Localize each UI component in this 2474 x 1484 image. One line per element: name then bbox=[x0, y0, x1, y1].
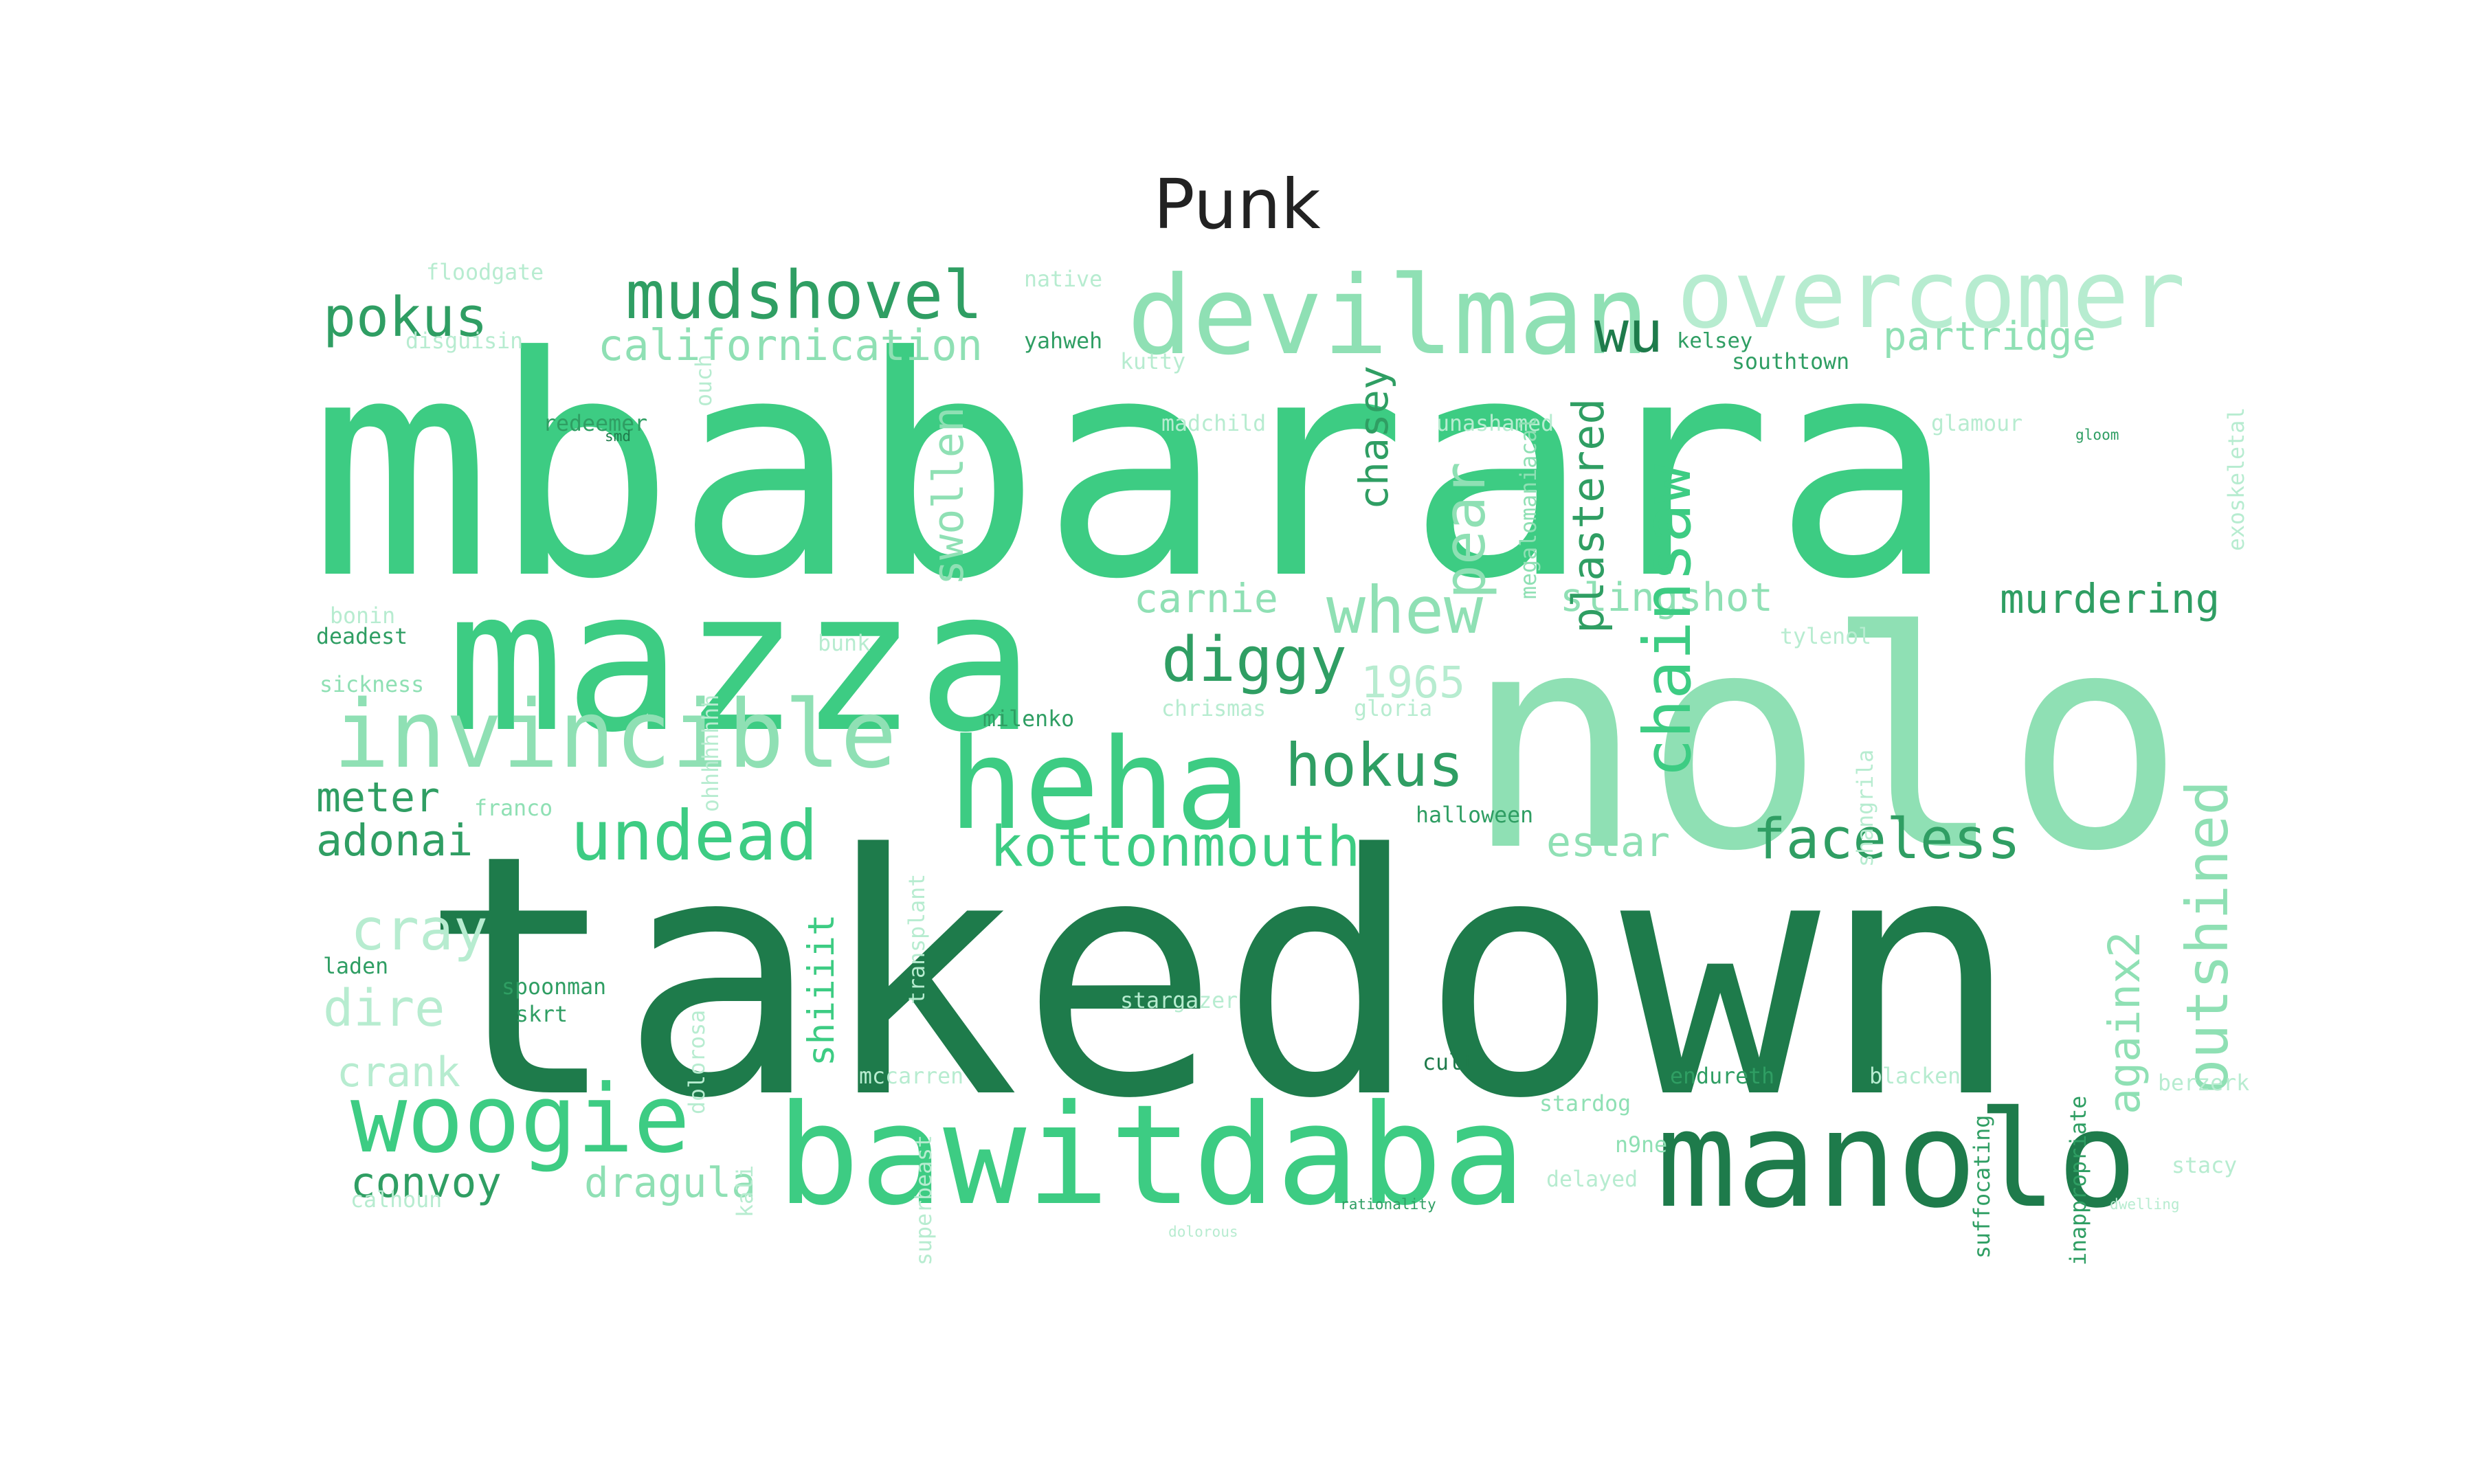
word-kali: kali bbox=[733, 1165, 758, 1217]
word-skrt: skrt bbox=[515, 1002, 568, 1027]
word-hokus: hokus bbox=[1285, 732, 1464, 800]
word-smd: smd bbox=[605, 427, 632, 445]
word-whew: whew bbox=[1326, 573, 1484, 649]
word-stacy: stacy bbox=[2172, 1154, 2238, 1178]
word-transplant: transplant bbox=[905, 873, 930, 1004]
word-floodgate: floodgate bbox=[426, 260, 544, 285]
word-meter: meter bbox=[316, 774, 441, 822]
word-dwelling: dwelling bbox=[2110, 1195, 2180, 1213]
word-kottonmouth: kottonmouth bbox=[990, 814, 1361, 879]
word-undead: undead bbox=[570, 796, 818, 876]
word-adonai: adonai bbox=[316, 815, 473, 866]
word-disguisin: disguisin bbox=[405, 329, 524, 354]
word-takedown: takedown bbox=[419, 785, 2021, 1171]
word-estar: estar bbox=[1546, 818, 1671, 866]
word-mccarren: mccarren bbox=[859, 1064, 964, 1089]
word-endureth: endureth bbox=[1670, 1064, 1775, 1089]
word-chasey: chasey bbox=[1350, 366, 1397, 510]
word-crank: crank bbox=[337, 1048, 461, 1097]
word-manolo: manolo bbox=[1656, 1082, 2138, 1237]
word-1965: 1965 bbox=[1361, 657, 1466, 708]
word-inappropriate: inappropriate bbox=[2066, 1095, 2091, 1266]
word-spoonman: spoonman bbox=[502, 975, 607, 1000]
word-deadest: deadest bbox=[316, 625, 408, 649]
word-mazza: mazza bbox=[447, 548, 1035, 776]
word-superbeast: superbeast bbox=[912, 1134, 937, 1266]
word-heha: heha bbox=[948, 712, 1251, 858]
word-bawitdaba: bawitdaba bbox=[777, 1075, 1526, 1236]
word-chrismas: chrismas bbox=[1161, 697, 1267, 721]
word-dire: dire bbox=[323, 980, 445, 1038]
word-yahweh: yahweh bbox=[1024, 329, 1103, 354]
word-cult: cult bbox=[1423, 1050, 1475, 1075]
word-gloria: gloria bbox=[1354, 697, 1433, 721]
word-kutty: kutty bbox=[1120, 350, 1186, 374]
word-milenko: milenko bbox=[983, 707, 1075, 732]
word-berzerk: berzerk bbox=[2158, 1071, 2250, 1096]
word-madchild: madchild bbox=[1161, 412, 1267, 436]
word-convoy: convoy bbox=[350, 1158, 502, 1207]
word-californication: californication bbox=[598, 320, 983, 370]
word-unashamed: unashamed bbox=[1436, 412, 1554, 436]
word-exoskeletal: exoskeletal bbox=[2225, 407, 2249, 551]
word-native: native bbox=[1024, 267, 1103, 292]
word-ohhhhhhhh: ohhhhhhhh bbox=[699, 694, 724, 812]
word-plastered: plastered bbox=[1563, 398, 1614, 633]
word-kelsey: kelsey bbox=[1677, 329, 1753, 353]
word-bonin: bonin bbox=[330, 604, 396, 629]
word-glamour: glamour bbox=[1931, 412, 2023, 436]
word-redeemer: redeemer bbox=[543, 412, 648, 436]
word-swollen: swollen bbox=[924, 407, 973, 585]
word-stardog: stardog bbox=[1539, 1092, 1631, 1116]
word-n9ne: n9ne bbox=[1615, 1133, 1668, 1158]
word-shangrila: shangrila bbox=[1853, 749, 1878, 867]
word-sickness: sickness bbox=[320, 673, 425, 697]
word-dragula: dragula bbox=[584, 1159, 756, 1206]
wordcloud-title: Punk bbox=[1153, 164, 1321, 245]
word-woogie: woogie bbox=[350, 1065, 691, 1174]
word-nolo: nolo bbox=[1464, 567, 2185, 917]
word-againx2: againx2 bbox=[2099, 931, 2150, 1114]
word-calhoun: calhoun bbox=[350, 1188, 443, 1213]
word-pear: pear bbox=[1431, 462, 1498, 599]
word-dolorous: dolorous bbox=[1168, 1223, 1238, 1240]
word-shiiiit: shiiiit bbox=[801, 914, 843, 1066]
word-cloud: mbabarara nolo takedown mazza heha bawitdaba m… bbox=[309, 240, 2249, 1266]
word-laden: laden bbox=[323, 954, 389, 979]
word-rationality: rationality bbox=[1340, 1195, 1436, 1213]
word-outshined: outshined bbox=[2174, 780, 2241, 1094]
word-tylenol: tylenol bbox=[1780, 625, 1872, 649]
word-diggy: diggy bbox=[1161, 625, 1347, 696]
word-blacken: blacken bbox=[1869, 1064, 1961, 1089]
word-slingshot: slingshot bbox=[1560, 575, 1773, 620]
word-overcomer: overcomer bbox=[1677, 240, 2186, 350]
word-devilman: devilman bbox=[1127, 254, 1650, 379]
word-bunk: bunk bbox=[818, 631, 871, 656]
word-southtown: southtown bbox=[1732, 350, 1850, 374]
word-ouch: ouch bbox=[692, 354, 717, 407]
word-murdering: murdering bbox=[2000, 575, 2220, 622]
word-dolorosa: dolorosa bbox=[685, 1009, 710, 1114]
word-pokus: pokus bbox=[323, 285, 488, 349]
word-partridge: partridge bbox=[1883, 314, 2096, 359]
word-wu: wu bbox=[1594, 299, 1663, 366]
word-cray: cray bbox=[350, 897, 488, 963]
word-megalomaniacal: megalomaniacal bbox=[1517, 416, 1541, 599]
word-gloom: gloom bbox=[2075, 426, 2119, 443]
word-franco: franco bbox=[474, 796, 553, 821]
word-delayed: delayed bbox=[1546, 1167, 1638, 1192]
word-chainsaw: chainsaw bbox=[1630, 464, 1706, 778]
word-faceless: faceless bbox=[1752, 807, 2021, 872]
word-mbabarara: mbabarara bbox=[309, 293, 1956, 646]
word-stargazer: stargazer bbox=[1120, 989, 1238, 1013]
word-halloween: halloween bbox=[1416, 803, 1534, 828]
word-carnie: carnie bbox=[1134, 575, 1278, 622]
word-suffocating: suffocating bbox=[1970, 1114, 1995, 1259]
word-invincible: invincible bbox=[333, 681, 897, 789]
word-mudshovel: mudshovel bbox=[625, 257, 983, 334]
